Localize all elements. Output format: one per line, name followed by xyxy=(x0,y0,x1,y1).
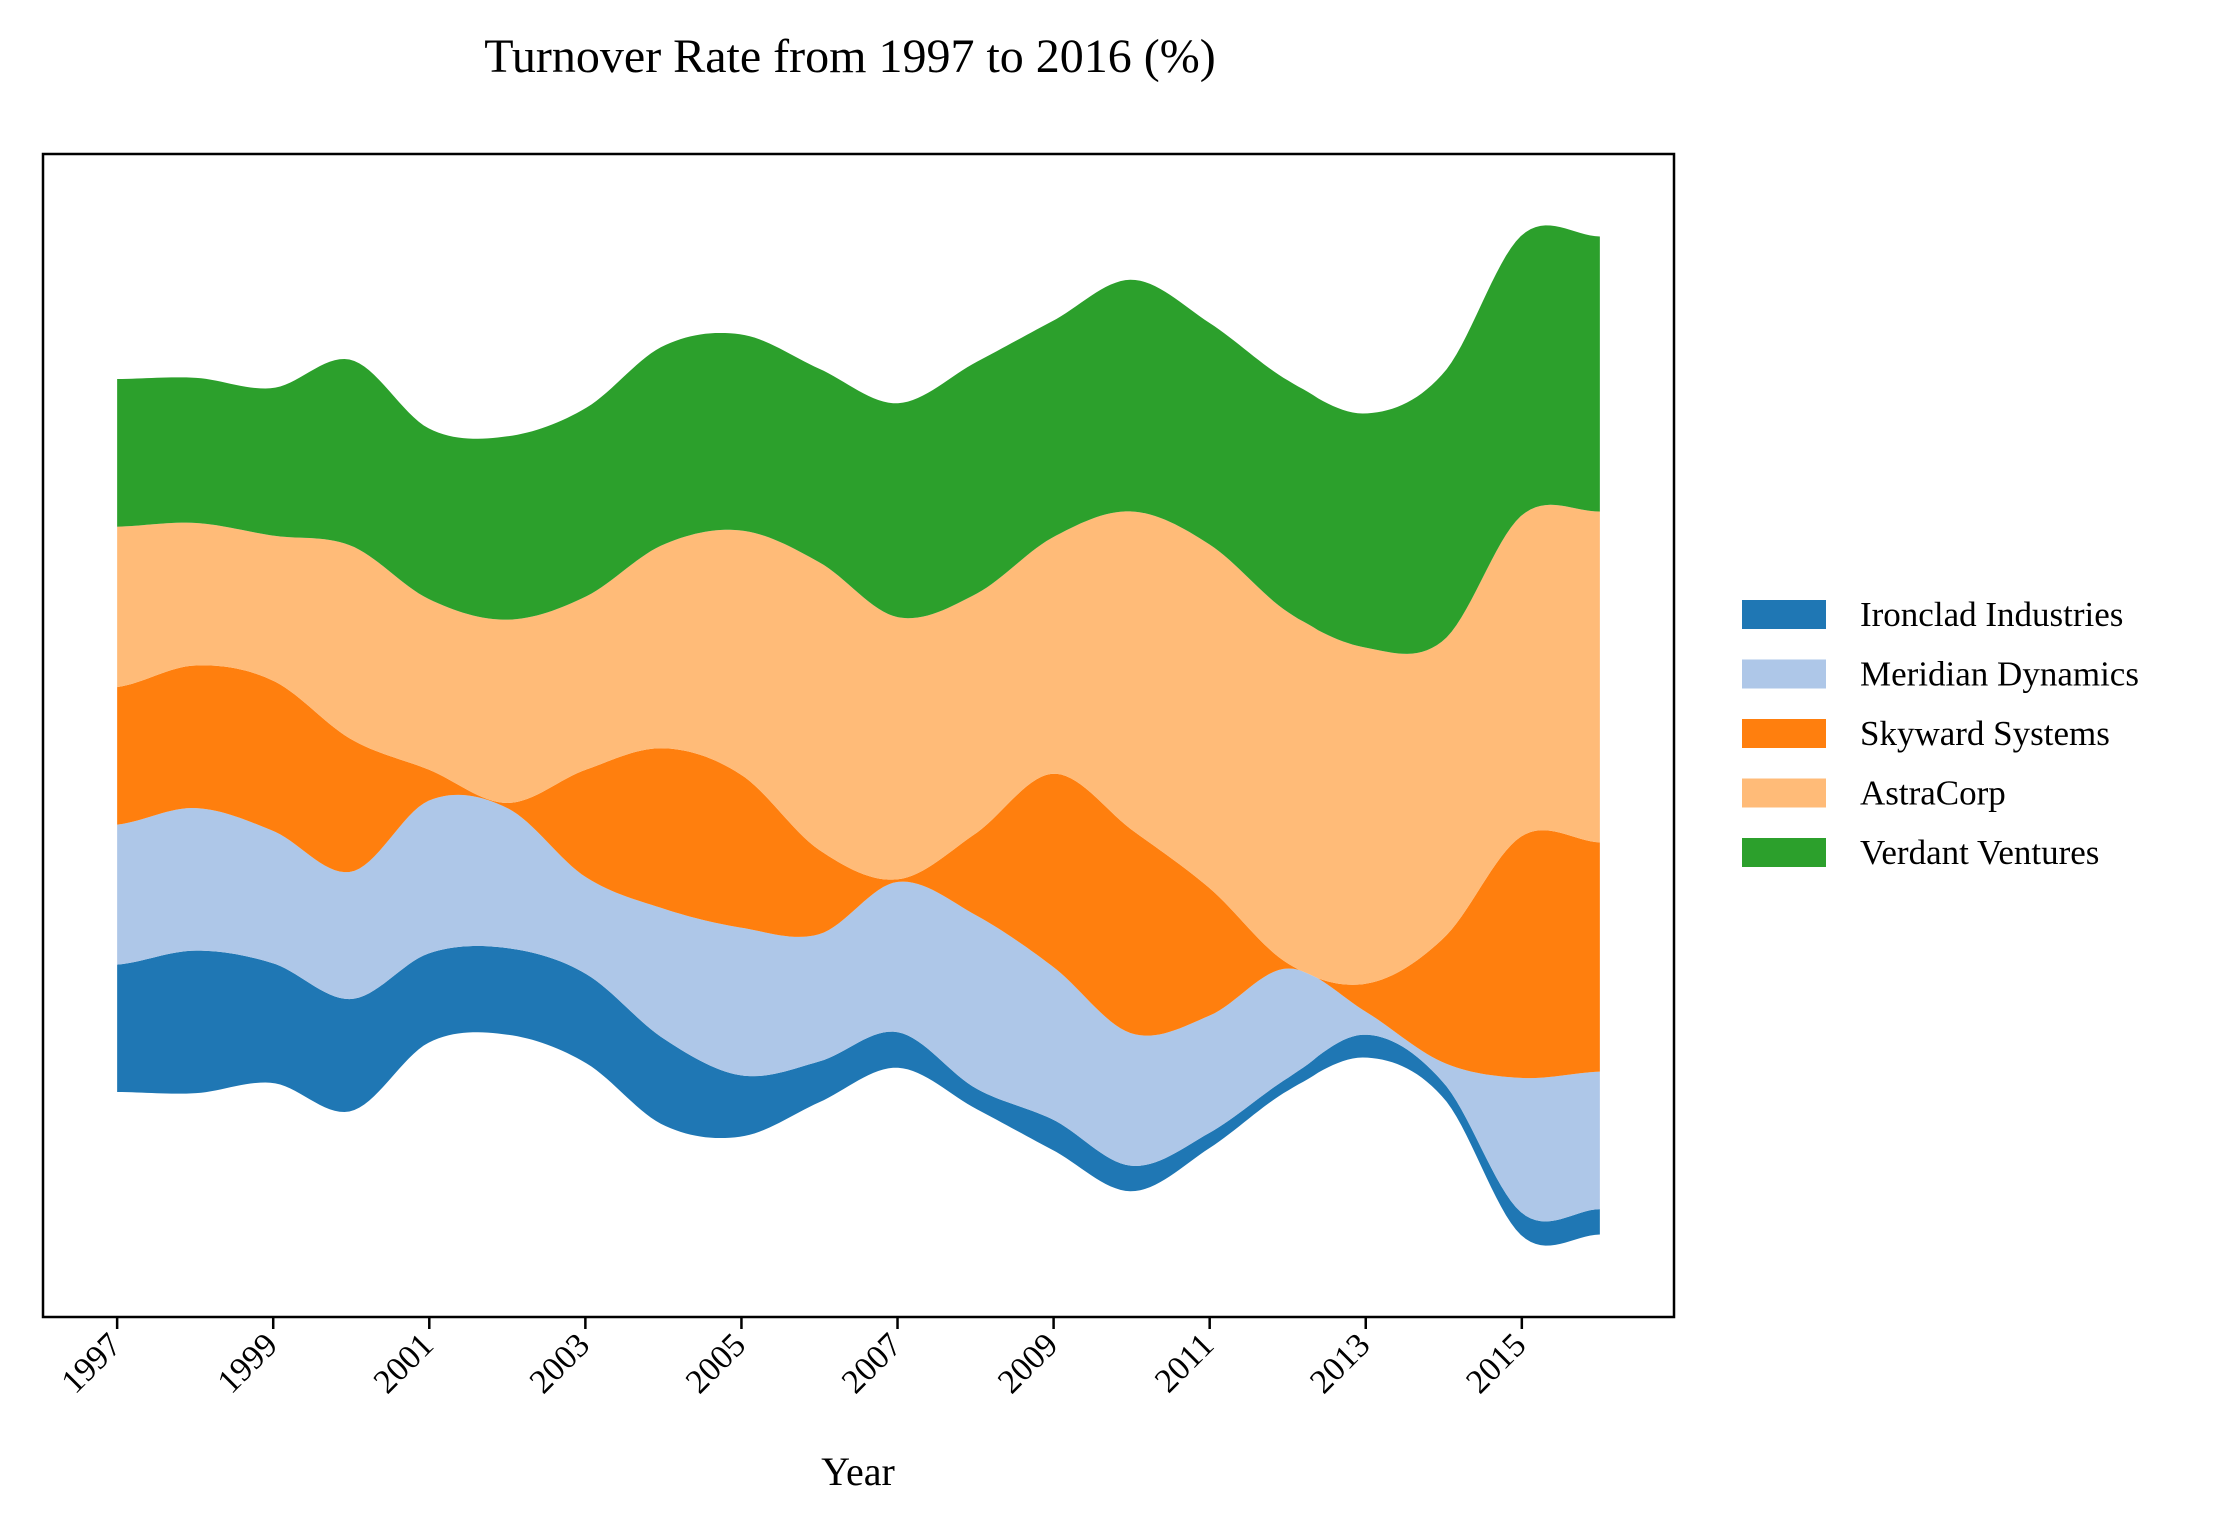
x-tick-label: 1997 xyxy=(55,1326,129,1400)
legend-swatch xyxy=(1742,659,1826,689)
x-tick-label: 2003 xyxy=(523,1326,597,1400)
chart-title: Turnover Rate from 1997 to 2016 (%) xyxy=(484,30,1215,83)
legend-swatch xyxy=(1742,778,1826,808)
x-tick-label: 2001 xyxy=(367,1326,441,1400)
x-tick-label: 2007 xyxy=(835,1326,909,1400)
x-axis-ticks: 1997 1999 2001 2003 2005 2007 2009 2011 2013 2015 xyxy=(55,1317,1533,1401)
legend-swatch xyxy=(1742,600,1826,629)
legend-label: Skyward Systems xyxy=(1860,714,2110,753)
stream-layer-skyward-systems xyxy=(117,665,1600,1079)
legend-label: Meridian Dynamics xyxy=(1860,655,2139,694)
stream-layer-verdant-ventures xyxy=(117,225,1600,654)
x-tick-label: 1999 xyxy=(211,1326,285,1400)
legend-label: Verdant Ventures xyxy=(1860,833,2099,872)
x-tick-label: 2005 xyxy=(679,1326,753,1400)
stream-layers xyxy=(117,225,1600,1246)
legend-label: AstraCorp xyxy=(1860,774,2006,813)
stream-layer-ironclad-industries xyxy=(117,945,1600,1246)
x-axis-label: Year xyxy=(821,1449,895,1494)
x-tick-label: 2009 xyxy=(991,1326,1065,1400)
x-tick-label: 2013 xyxy=(1303,1326,1377,1400)
plot-area-frame xyxy=(41,152,1676,1319)
legend-label: Ironclad Industries xyxy=(1860,595,2123,634)
legend-swatch xyxy=(1742,719,1826,748)
x-tick-label: 2015 xyxy=(1459,1326,1533,1400)
stream-layer-astracorp xyxy=(117,504,1600,985)
stream-layer-meridian-dynamics xyxy=(117,794,1600,1222)
x-tick-label: 2011 xyxy=(1148,1326,1221,1399)
legend: Ironclad Industries Meridian Dynamics Skyw… xyxy=(1742,595,2139,872)
legend-swatch xyxy=(1742,838,1826,867)
